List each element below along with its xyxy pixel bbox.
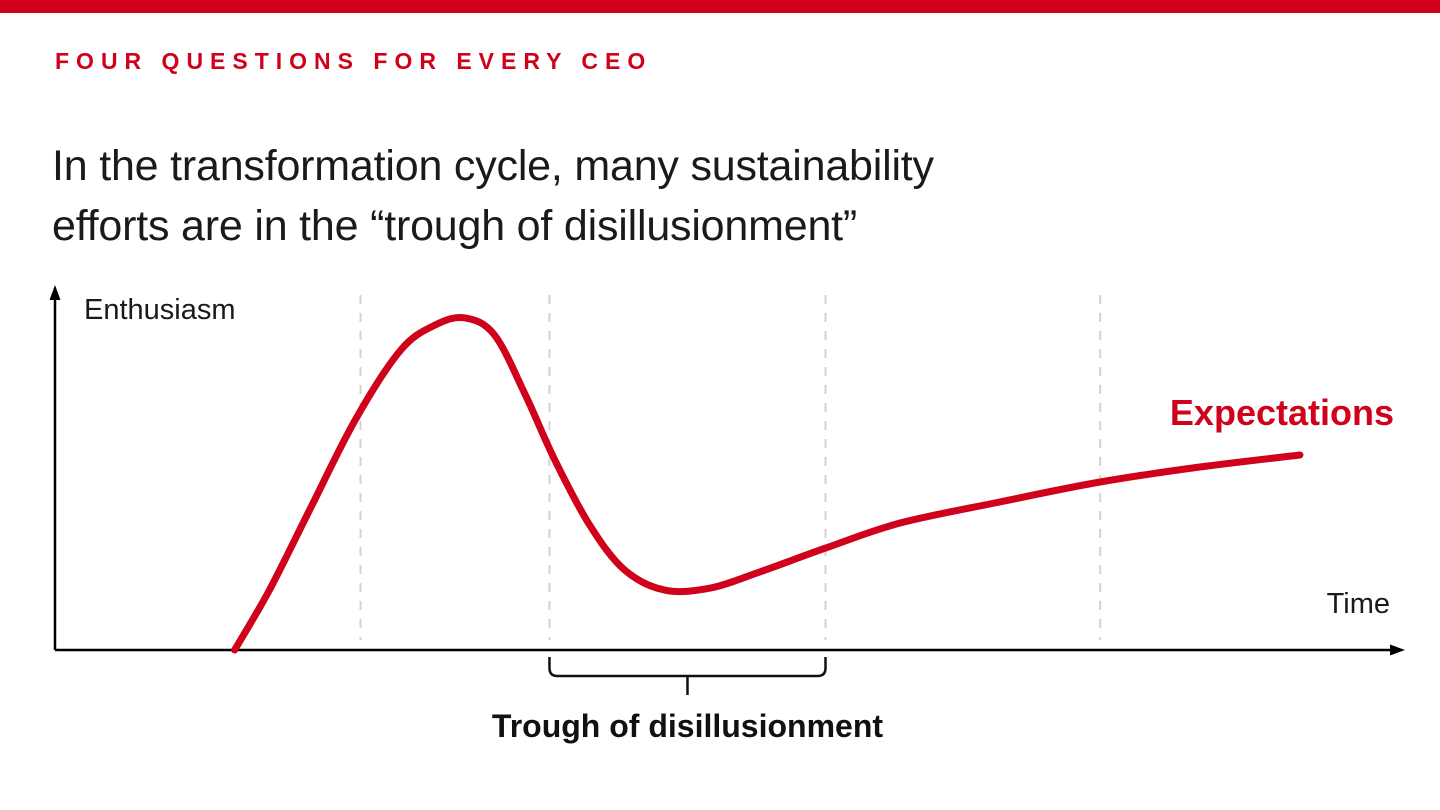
top-accent-bar bbox=[0, 0, 1440, 13]
series-label-expectations: Expectations bbox=[1169, 392, 1394, 433]
expectations-curve bbox=[231, 313, 1304, 654]
x-axis-arrow-icon bbox=[1390, 644, 1405, 656]
page-title-line-1: In the transformation cycle, many sustai… bbox=[52, 142, 934, 190]
page-title: In the transformation cycle, many sustai… bbox=[52, 136, 934, 256]
kicker: FOUR QUESTIONS FOR EVERY CEO bbox=[55, 48, 653, 74]
chart-canvas bbox=[49, 285, 1405, 695]
trough-bracket bbox=[548, 657, 827, 678]
x-axis-label: Time bbox=[1326, 588, 1390, 620]
hype-cycle-chart: Enthusiasm Time Expectations Trough of d… bbox=[0, 280, 1440, 810]
page-title-line-2: efforts are in the “trough of disillusio… bbox=[52, 202, 858, 250]
annotation-trough-label: Trough of disillusionment bbox=[491, 708, 884, 744]
y-axis-arrow-icon bbox=[49, 285, 61, 300]
y-axis-label: Enthusiasm bbox=[84, 294, 236, 326]
